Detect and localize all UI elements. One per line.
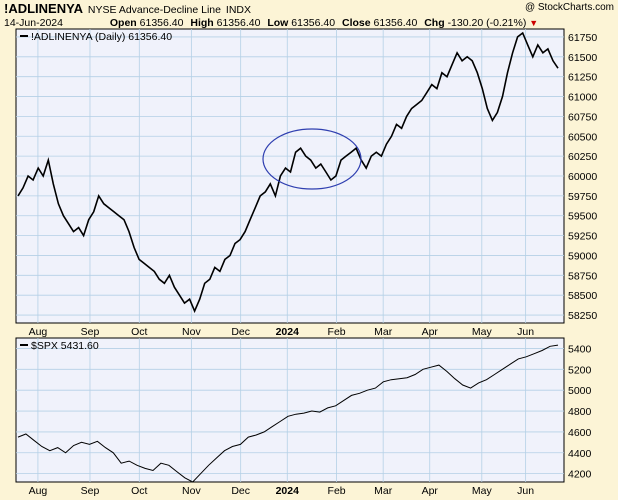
spx-plot-area [15, 337, 565, 483]
adl-y-tick-label: 60750 [568, 111, 597, 123]
spx-x-tick-label: Sep [81, 485, 100, 497]
adl-y-tick-label: 61500 [568, 52, 597, 64]
adl-y-tick-label: 59250 [568, 231, 597, 243]
close-value: 61356.40 [373, 17, 418, 29]
adl-legend: !ADLINENYA (Daily) 61356.40 [20, 31, 172, 43]
low-value: 61356.40 [291, 17, 336, 29]
spx-series-line [17, 344, 559, 483]
open-value: 61356.40 [139, 17, 184, 29]
adl-y-tick-label: 61000 [568, 92, 597, 104]
adl-x-tick-label: May [472, 326, 493, 338]
watermark: @ StockCharts.com [524, 2, 614, 13]
spx-x-tick-label: Oct [131, 485, 147, 497]
high-label: High [190, 17, 214, 29]
adl-x-tick-label: Jun [517, 326, 534, 338]
adl-y-tick-label: 60000 [568, 171, 597, 183]
spx-x-tick-label: Apr [422, 485, 439, 497]
spx-x-tick-label: Mar [374, 485, 393, 497]
spx-y-tick-label: 5200 [568, 364, 592, 376]
spx-x-tick-label: Dec [231, 485, 250, 497]
adl-x-tick-label: Apr [422, 326, 439, 338]
spx-y-tick-label: 5400 [568, 343, 592, 355]
spx-x-tick-label: 2024 [276, 485, 300, 497]
adl-legend-text: !ADLINENYA (Daily) 61356.40 [31, 31, 172, 43]
adl-x-tick-label: Nov [182, 326, 201, 338]
adl-x-tick-label: Aug [29, 326, 48, 338]
adl-x-tick-label: Dec [231, 326, 250, 338]
exchange: INDX [225, 4, 251, 16]
spx-y-tick-label: 4200 [568, 469, 592, 481]
adl-y-tick-label: 59500 [568, 211, 597, 223]
adl-y-tick-label: 58500 [568, 290, 597, 302]
low-label: Low [267, 17, 289, 29]
symbol: !ADLINENYA [4, 1, 83, 16]
spx-x-tick-label: May [472, 485, 493, 497]
adl-x-tick-label: Sep [81, 326, 100, 338]
adl-y-tick-label: 60250 [568, 151, 597, 163]
spx-x-tick-label: Feb [328, 485, 346, 497]
high-value: 61356.40 [216, 17, 261, 29]
chg-label: Chg [424, 17, 445, 29]
chg-value: -130.20 (-0.21%) [447, 17, 527, 29]
spx-legend: $SPX 5431.60 [20, 340, 99, 352]
spx-y-tick-label: 4800 [568, 406, 592, 418]
annotation-ellipse [262, 128, 362, 190]
adl-y-tick-label: 61750 [568, 32, 597, 44]
description: NYSE Advance-Decline Line [87, 4, 221, 16]
spx-x-tick-label: Jun [517, 485, 534, 497]
adl-y-tick-label: 58250 [568, 310, 597, 322]
spx-legend-text: $SPX 5431.60 [31, 340, 99, 352]
triangle-down-icon: ▼ [529, 18, 539, 28]
open-label: Open [109, 17, 137, 29]
adl-x-tick-label: 2024 [276, 326, 300, 338]
adl-x-tick-label: Mar [374, 326, 393, 338]
adl-y-tick-label: 61250 [568, 72, 597, 84]
spx-y-tick-label: 5000 [568, 385, 592, 397]
spx-y-tick-label: 4600 [568, 427, 592, 439]
spx-x-tick-label: Nov [182, 485, 201, 497]
close-label: Close [341, 17, 371, 29]
spx-y-tick-label: 4400 [568, 448, 592, 460]
adl-y-tick-label: 59750 [568, 191, 597, 203]
adl-x-tick-label: Oct [131, 326, 147, 338]
header-date: 14-Jun-2024 [4, 17, 63, 29]
adl-x-tick-label: Feb [328, 326, 346, 338]
adl-y-tick-label: 60500 [568, 131, 597, 143]
adl-y-tick-label: 59000 [568, 250, 597, 262]
adl-series-line [17, 31, 559, 314]
spx-x-tick-label: Aug [29, 485, 48, 497]
adl-y-tick-label: 58750 [568, 270, 597, 282]
